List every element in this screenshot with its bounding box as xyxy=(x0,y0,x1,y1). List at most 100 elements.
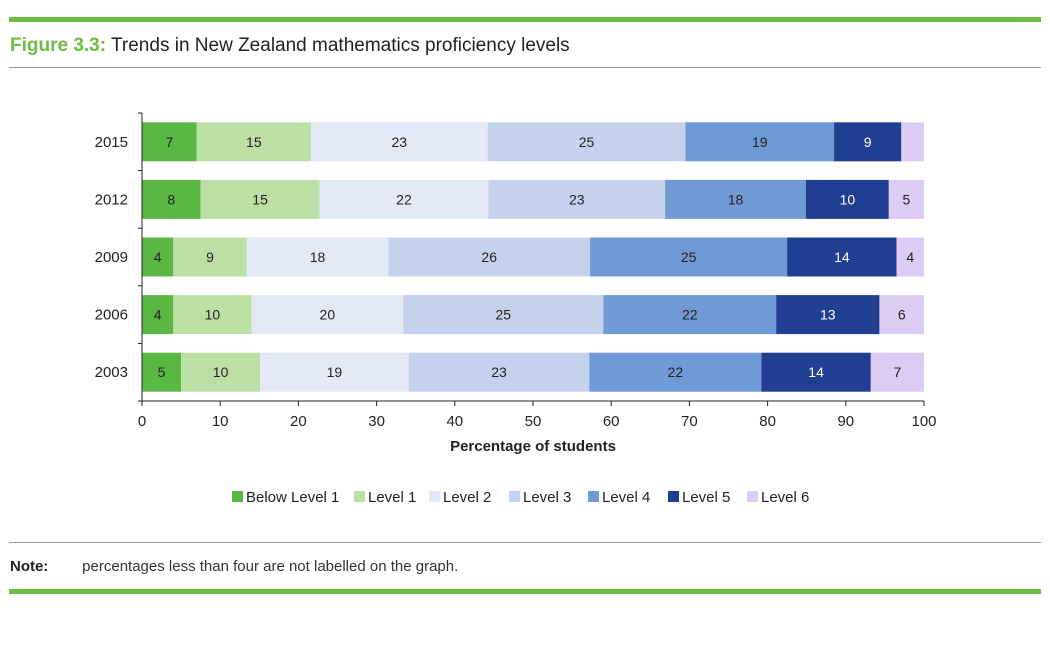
x-axis-title: Percentage of students xyxy=(450,438,616,455)
bar-segment xyxy=(173,237,247,277)
legend-swatch xyxy=(429,491,440,502)
bar-segment xyxy=(408,352,590,392)
bar-segment xyxy=(834,122,902,162)
category-label: 2012 xyxy=(95,191,128,208)
x-tick-label: 50 xyxy=(525,413,542,430)
x-tick-label: 80 xyxy=(759,413,776,430)
title-divider xyxy=(9,67,1041,68)
bar-segment xyxy=(260,352,409,392)
data-label: 23 xyxy=(569,191,585,207)
legend-label: Level 6 xyxy=(761,489,809,506)
data-label: 19 xyxy=(327,364,343,380)
x-tick-label: 30 xyxy=(368,413,385,430)
x-tick-label: 20 xyxy=(290,413,307,430)
data-label: 4 xyxy=(154,307,162,323)
data-label: 14 xyxy=(834,249,850,265)
bar-segment xyxy=(685,122,835,162)
data-label: 8 xyxy=(167,191,175,207)
data-label: 7 xyxy=(165,134,173,150)
bar-segment xyxy=(761,352,871,392)
data-label: 22 xyxy=(396,191,412,207)
x-tick-label: 90 xyxy=(837,413,854,430)
legend-swatch xyxy=(747,491,758,502)
legend-swatch xyxy=(509,491,520,502)
bar-segment xyxy=(896,237,924,277)
x-tick-label: 60 xyxy=(603,413,620,430)
note: Note: percentages less than four are not… xyxy=(10,558,458,575)
bar-segment xyxy=(142,352,182,392)
bar-segment xyxy=(787,237,897,277)
bar-segment xyxy=(603,295,777,335)
bar-segment xyxy=(590,237,788,277)
legend-label: Level 4 xyxy=(602,489,650,506)
legend-swatch xyxy=(588,491,599,502)
legend-swatch xyxy=(232,491,243,502)
data-label: 10 xyxy=(205,307,221,323)
bar-segment xyxy=(196,122,311,162)
bar-segment xyxy=(805,179,889,219)
data-label: 18 xyxy=(728,191,744,207)
data-label: 13 xyxy=(820,307,836,323)
data-label: 22 xyxy=(682,307,698,323)
bar-segment xyxy=(142,295,174,335)
bar-segment xyxy=(310,122,488,162)
data-label: 15 xyxy=(252,191,268,207)
x-tick-label: 100 xyxy=(911,413,936,430)
x-tick-label: 10 xyxy=(212,413,229,430)
data-label: 10 xyxy=(213,364,229,380)
bar-segment xyxy=(251,295,404,335)
bar-segment xyxy=(901,122,924,162)
note-divider xyxy=(9,542,1041,543)
bar-segment xyxy=(776,295,880,335)
bar-segment xyxy=(142,237,174,277)
data-label: 20 xyxy=(320,307,336,323)
bar-segment xyxy=(665,179,806,219)
bar-segment xyxy=(142,122,197,162)
category-label: 2009 xyxy=(95,249,128,266)
x-tick-label: 0 xyxy=(138,413,146,430)
data-label: 15 xyxy=(246,134,262,150)
x-tick-label: 70 xyxy=(681,413,698,430)
data-label: 10 xyxy=(840,191,856,207)
data-label: 7 xyxy=(894,364,902,380)
data-label: 19 xyxy=(752,134,768,150)
data-label: 23 xyxy=(491,364,507,380)
legend-label: Level 3 xyxy=(523,489,571,506)
legend-label: Level 2 xyxy=(443,489,491,506)
data-label: 26 xyxy=(481,249,497,265)
figure-title: Figure 3.3: Trends in New Zealand mathem… xyxy=(10,35,570,57)
note-label: Note: xyxy=(10,558,49,575)
data-label: 5 xyxy=(158,364,166,380)
bar-segment xyxy=(487,122,686,162)
stacked-bar-chart: 7 15 23 25 19 9 2015 8 15 22 23 18 10 5 2012 4 9 18 26 25 14… xyxy=(95,112,937,506)
category-label: 2006 xyxy=(95,307,128,324)
bar-segment xyxy=(870,352,924,392)
figure-title-text: Trends in New Zealand mathematics profic… xyxy=(111,35,570,56)
x-tick-label: 40 xyxy=(446,413,463,430)
data-label: 6 xyxy=(898,307,906,323)
data-label: 4 xyxy=(906,249,914,265)
data-label: 5 xyxy=(903,191,911,207)
bar-segment xyxy=(403,295,604,335)
data-label: 25 xyxy=(495,307,511,323)
data-label: 25 xyxy=(579,134,595,150)
top-rule xyxy=(9,17,1041,22)
data-label: 18 xyxy=(310,249,326,265)
legend-label: Level 1 xyxy=(368,489,416,506)
bar-segment xyxy=(173,295,252,335)
bar-segment xyxy=(142,179,201,219)
bar-segment xyxy=(200,179,320,219)
data-label: 9 xyxy=(864,134,872,150)
note-text: percentages less than four are not label… xyxy=(82,558,459,575)
figure-label: Figure 3.3: xyxy=(10,35,107,56)
bar-segment xyxy=(488,179,666,219)
data-label: 9 xyxy=(206,249,214,265)
data-label: 4 xyxy=(154,249,162,265)
bar-segment xyxy=(589,352,762,392)
bottom-rule xyxy=(9,589,1041,594)
bar-segment xyxy=(888,179,924,219)
legend-swatch xyxy=(668,491,679,502)
data-label: 22 xyxy=(668,364,684,380)
bar-segment xyxy=(388,237,591,277)
bar-segment xyxy=(246,237,389,277)
